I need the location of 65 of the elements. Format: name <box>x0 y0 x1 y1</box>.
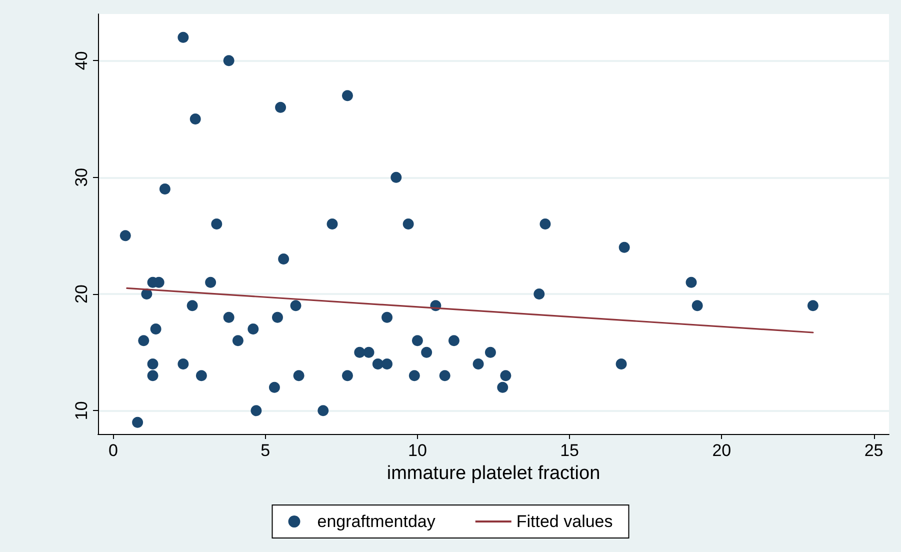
x-tick-label: 0 <box>108 441 118 460</box>
point <box>147 358 158 370</box>
point <box>342 90 353 102</box>
point <box>448 335 460 346</box>
y-tick-label: 10 <box>72 401 91 420</box>
point <box>382 312 393 323</box>
point <box>205 276 216 288</box>
point <box>363 346 374 358</box>
point <box>326 218 338 230</box>
point <box>686 276 697 288</box>
point <box>250 405 262 416</box>
y-tick-label: 40 <box>72 51 91 70</box>
point <box>318 405 329 416</box>
x-tick-label: 15 <box>560 441 580 460</box>
point <box>534 288 545 300</box>
point <box>412 335 423 346</box>
point <box>272 312 283 323</box>
point <box>223 312 234 323</box>
point <box>390 172 402 183</box>
point <box>138 335 150 346</box>
point <box>278 254 290 264</box>
point <box>421 346 432 358</box>
x-tick-label: 5 <box>260 441 270 460</box>
point <box>472 358 484 370</box>
point <box>497 382 508 393</box>
legend-label: Fitted values <box>516 512 613 531</box>
point <box>439 370 450 382</box>
point <box>178 32 189 43</box>
point <box>372 358 384 370</box>
point <box>196 370 207 382</box>
point <box>159 184 170 194</box>
point <box>248 324 259 334</box>
point <box>223 55 234 66</box>
point <box>692 300 703 312</box>
y-tick-label: 30 <box>72 168 91 187</box>
point <box>382 358 393 370</box>
point <box>616 358 627 370</box>
point <box>484 346 496 358</box>
point <box>807 300 818 312</box>
point <box>211 218 222 230</box>
legend-label: engraftmentday <box>317 512 436 531</box>
point <box>132 416 144 428</box>
point <box>190 114 201 124</box>
x-tick-label: 25 <box>864 441 884 460</box>
point <box>178 358 189 370</box>
point <box>354 346 366 358</box>
point <box>408 370 420 382</box>
point <box>150 324 162 334</box>
point <box>342 370 353 382</box>
x-axis-title: immature platelet fraction <box>386 462 600 484</box>
point <box>186 300 198 312</box>
point <box>618 242 630 253</box>
point <box>268 382 280 393</box>
point <box>540 218 551 230</box>
point <box>275 102 286 113</box>
point <box>500 370 512 382</box>
point <box>120 230 131 242</box>
x-tick-label: 20 <box>712 441 732 460</box>
point <box>290 300 302 312</box>
point <box>402 218 414 230</box>
point <box>293 370 304 382</box>
x-tick-label: 10 <box>408 441 427 460</box>
point <box>232 335 244 346</box>
point <box>147 370 158 382</box>
y-tick-label: 20 <box>72 284 91 304</box>
